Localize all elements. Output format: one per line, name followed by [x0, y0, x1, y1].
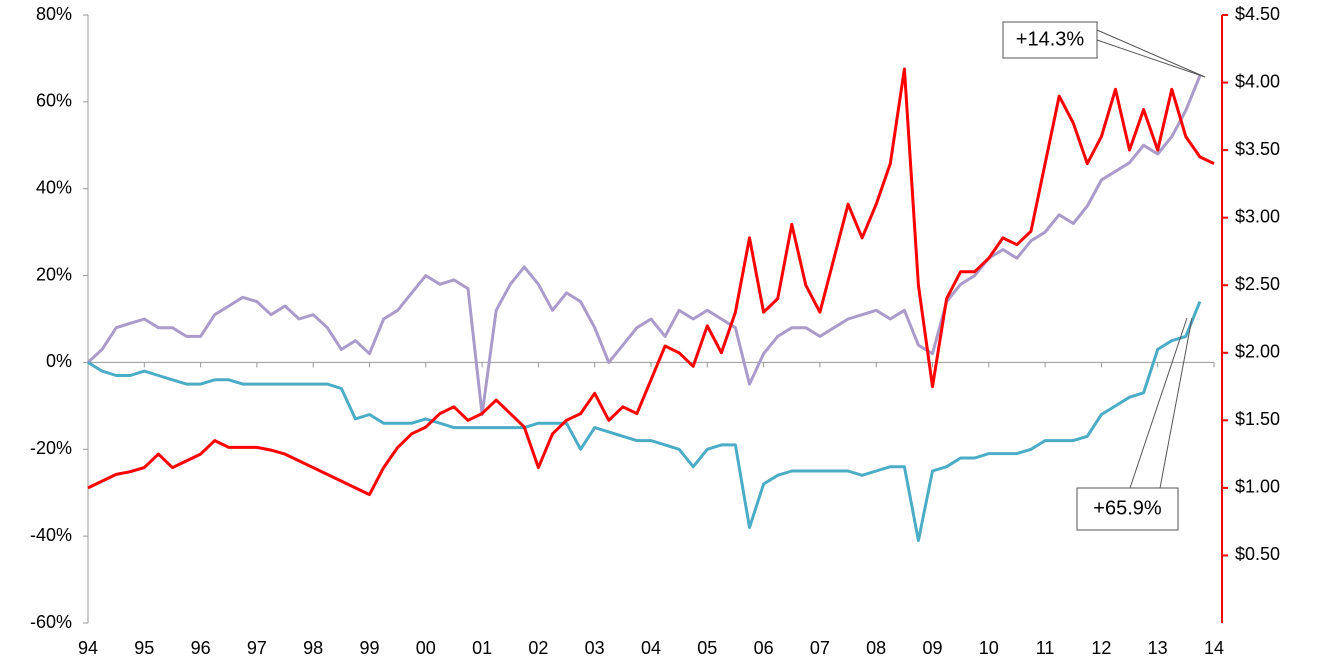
annotation: +65.9%	[1093, 497, 1162, 519]
x-tick-label: 98	[303, 638, 323, 658]
y2-tick-label: $4.00	[1235, 71, 1280, 91]
y2-tick-label: $3.00	[1235, 206, 1280, 226]
y2-tick-label: $2.00	[1235, 342, 1280, 362]
x-tick-label: 99	[359, 638, 379, 658]
y-tick-label: 0%	[46, 351, 72, 371]
y-tick-label: 20%	[36, 264, 72, 284]
x-tick-label: 11	[1036, 638, 1055, 658]
x-tick-label: 13	[1148, 638, 1168, 658]
y-tick-label: 40%	[36, 177, 72, 197]
annotation-box	[1076, 487, 1179, 531]
line-series	[86, 75, 1202, 416]
line-series	[87, 301, 1202, 542]
y2-tick-label: $1.00	[1235, 477, 1280, 497]
x-tick-label: 10	[979, 638, 999, 658]
x-tick-label: 01	[472, 638, 492, 658]
y-tick-label: 60%	[36, 91, 72, 111]
y-tick-label: -40%	[30, 525, 72, 545]
x-tick-label: 12	[1091, 638, 1111, 658]
y-tick-label: 80%	[36, 4, 72, 24]
y-tick-label: -60%	[30, 612, 72, 632]
x-tick-label: 05	[697, 638, 717, 658]
y2-tick-label: $2.50	[1235, 274, 1280, 294]
y2-tick-label: $3.50	[1235, 139, 1280, 159]
x-tick-label: 03	[585, 638, 605, 658]
x-tick-label: 95	[134, 638, 154, 658]
x-tick-label: 14	[1204, 638, 1224, 658]
y2-tick-label: $4.50	[1235, 4, 1280, 24]
x-tick-label: 04	[641, 638, 661, 658]
x-tick-label: 96	[191, 638, 211, 658]
x-tick-label: 08	[866, 638, 886, 658]
x-tick-label: 06	[754, 638, 774, 658]
x-tick-label: 94	[78, 638, 98, 658]
line-series	[87, 67, 1215, 497]
y-tick-label: -20%	[30, 438, 72, 458]
annotation-leader	[1096, 29, 1206, 78]
x-tick-label: 00	[416, 638, 436, 658]
y2-tick-label: $0.50	[1235, 544, 1280, 564]
x-tick-label: 07	[810, 638, 830, 658]
x-tick-label: 09	[922, 638, 942, 658]
annotation-leader	[1096, 39, 1206, 78]
y2-tick-label: $1.50	[1235, 409, 1280, 429]
annotation-leader	[1159, 317, 1193, 489]
annotation-box	[1002, 21, 1098, 59]
x-tick-label: 97	[247, 638, 267, 658]
annotation-leader	[1129, 317, 1188, 489]
x-tick-label: 02	[528, 638, 548, 658]
annotation: +14.3%	[1016, 28, 1085, 50]
